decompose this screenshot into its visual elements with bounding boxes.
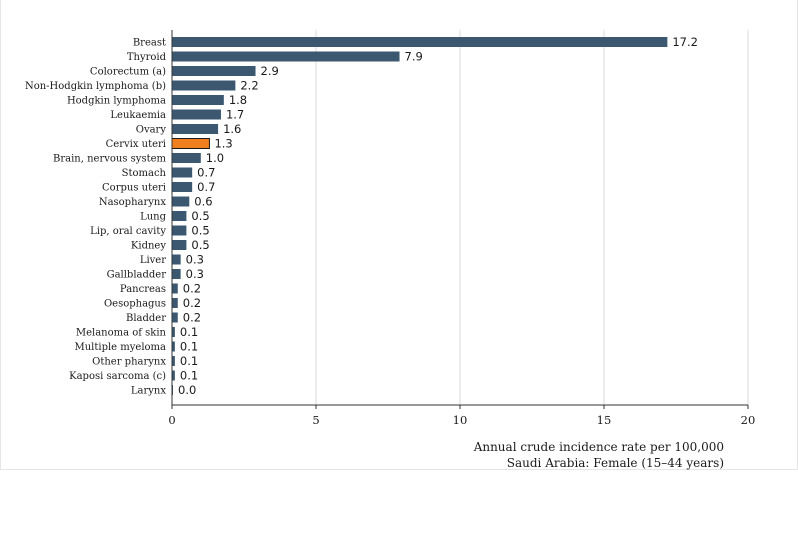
bars: Breast 17.2 Thyroid 7.9 Colorectum (a) 2.9 Non…: [25, 35, 698, 397]
category-label: Colorectum (a): [90, 67, 166, 78]
bar: [172, 66, 256, 76]
value-label: 1.8: [229, 93, 247, 107]
value-label: 1.3: [214, 137, 232, 151]
category-label: Non-Hodgkin lymphoma (b): [25, 81, 166, 92]
category-label: Pancreas: [120, 284, 166, 295]
value-label: 1.6: [223, 122, 241, 136]
category-label: Corpus uteri: [102, 183, 166, 194]
category-label: Lip, oral cavity: [90, 226, 166, 237]
bar: [172, 269, 181, 279]
x-tick-label: 0: [168, 413, 175, 427]
bar: [172, 370, 175, 381]
category-label: Cervix uteri: [106, 139, 166, 150]
gridlines: [315, 30, 749, 405]
category-label: Gallbladder: [107, 270, 167, 281]
category-label: Larynx: [131, 386, 166, 397]
bar: [172, 240, 187, 250]
bar: [172, 167, 193, 178]
bar: [172, 254, 181, 265]
value-label: 0.1: [180, 354, 198, 368]
bar: [172, 225, 187, 236]
value-label: 0.6: [194, 195, 212, 209]
value-label: 7.9: [405, 50, 423, 64]
value-label: 0.5: [191, 238, 209, 252]
bar: [172, 153, 201, 163]
bar: [172, 211, 187, 221]
value-label: 2.9: [261, 64, 279, 78]
value-label: 0.1: [180, 325, 198, 339]
category-label: Thyroid: [127, 52, 167, 63]
bar: [172, 37, 668, 47]
value-label: 0.2: [183, 296, 201, 310]
x-tick-label: 15: [597, 413, 612, 427]
x-axis: 0 5 10 15 20: [168, 30, 755, 427]
value-label: 0.5: [191, 209, 209, 223]
category-label: Ovary: [136, 125, 167, 136]
bar: [172, 341, 175, 352]
value-label: 17.2: [672, 35, 698, 49]
value-label: 0.3: [186, 267, 204, 281]
category-label: Stomach: [122, 168, 167, 179]
value-label: 0.2: [183, 282, 201, 296]
category-label: Kidney: [131, 241, 166, 252]
bar: [172, 327, 175, 337]
category-label: Leukaemia: [110, 110, 166, 121]
category-label: Nasopharynx: [99, 197, 167, 208]
value-label: 0.2: [183, 311, 201, 325]
category-label: Liver: [140, 255, 166, 266]
bar: [172, 196, 190, 207]
value-label: 2.2: [240, 79, 258, 93]
category-label: Oesophagus: [104, 299, 166, 310]
x-axis-label-line1: Annual crude incidence rate per 100,000: [473, 440, 724, 454]
bar: [172, 51, 400, 62]
value-label: 0.1: [180, 340, 198, 354]
value-label: 0.3: [186, 253, 204, 267]
category-label: Lung: [140, 212, 167, 223]
bar: [172, 283, 178, 294]
value-label: 0.5: [191, 224, 209, 238]
bar: [172, 109, 221, 120]
x-tick-label: 10: [453, 413, 468, 427]
category-label: Brain, nervous system: [53, 154, 166, 165]
bar: [172, 182, 193, 192]
bar: [172, 312, 178, 323]
category-label: Melanoma of skin: [76, 328, 167, 339]
value-label: 0.0: [178, 383, 196, 397]
category-label: Kaposi sarcoma (c): [69, 371, 166, 382]
bar: [172, 298, 178, 308]
bar: [172, 95, 224, 105]
bar: [172, 80, 236, 91]
bar: [172, 356, 175, 366]
category-label: Bladder: [126, 313, 166, 324]
value-label: 0.1: [180, 369, 198, 383]
value-label: 1.0: [206, 151, 224, 165]
value-label: 1.7: [226, 108, 244, 122]
category-label: Other pharynx: [92, 357, 166, 368]
category-label: Multiple myeloma: [74, 342, 166, 353]
x-axis-label-line2: Saudi Arabia: Female (15–44 years): [507, 456, 724, 470]
category-label: Breast: [133, 38, 166, 49]
bar: [172, 124, 219, 134]
bar-highlighted: [171, 138, 210, 149]
x-tick-label: 5: [312, 413, 319, 427]
category-label: Hodgkin lymphoma: [67, 96, 166, 107]
value-label: 0.7: [197, 166, 215, 180]
x-tick-label: 20: [741, 413, 756, 427]
value-label: 0.7: [197, 180, 215, 194]
